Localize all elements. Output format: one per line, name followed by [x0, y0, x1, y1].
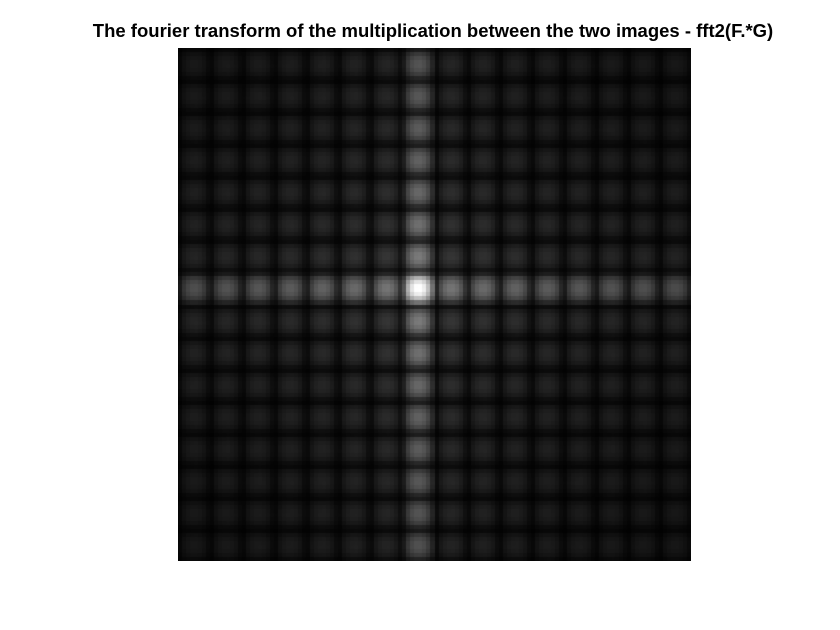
image-axes — [178, 48, 691, 561]
figure-title: The fourier transform of the multiplicat… — [92, 20, 774, 41]
fft-magnitude-image — [178, 48, 691, 561]
